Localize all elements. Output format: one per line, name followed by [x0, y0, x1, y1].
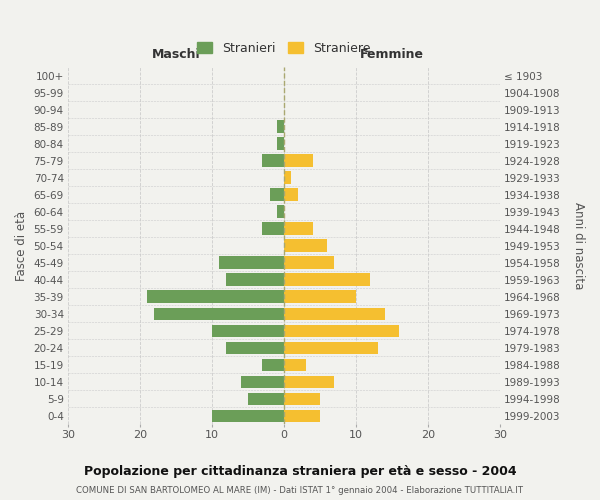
Bar [284, 290, 356, 304]
Bar [147, 290, 284, 304]
Bar [269, 188, 284, 201]
Bar [226, 342, 284, 354]
Bar [284, 222, 313, 235]
Bar [212, 410, 284, 422]
Bar [284, 324, 399, 338]
Bar [277, 138, 284, 150]
Bar [154, 308, 284, 320]
Bar [284, 274, 370, 286]
Bar [241, 376, 284, 388]
Text: Popolazione per cittadinanza straniera per età e sesso - 2004: Popolazione per cittadinanza straniera p… [83, 464, 517, 477]
Bar [212, 324, 284, 338]
Bar [262, 154, 284, 167]
Bar [284, 392, 320, 406]
Bar [262, 222, 284, 235]
Text: Femmine: Femmine [360, 48, 424, 62]
Y-axis label: Anni di nascita: Anni di nascita [572, 202, 585, 290]
Bar [284, 188, 298, 201]
Bar [284, 256, 334, 269]
Text: Maschi: Maschi [152, 48, 200, 62]
Bar [284, 240, 327, 252]
Bar [284, 172, 291, 184]
Bar [284, 308, 385, 320]
Bar [219, 256, 284, 269]
Text: COMUNE DI SAN BARTOLOMEO AL MARE (IM) - Dati ISTAT 1° gennaio 2004 - Elaborazion: COMUNE DI SAN BARTOLOMEO AL MARE (IM) - … [77, 486, 523, 495]
Bar [226, 274, 284, 286]
Bar [284, 342, 377, 354]
Bar [277, 120, 284, 133]
Bar [284, 376, 334, 388]
Bar [284, 410, 320, 422]
Bar [284, 358, 305, 372]
Bar [284, 154, 313, 167]
Bar [277, 206, 284, 218]
Y-axis label: Fasce di età: Fasce di età [15, 211, 28, 281]
Legend: Stranieri, Straniere: Stranieri, Straniere [193, 38, 374, 58]
Bar [248, 392, 284, 406]
Bar [262, 358, 284, 372]
